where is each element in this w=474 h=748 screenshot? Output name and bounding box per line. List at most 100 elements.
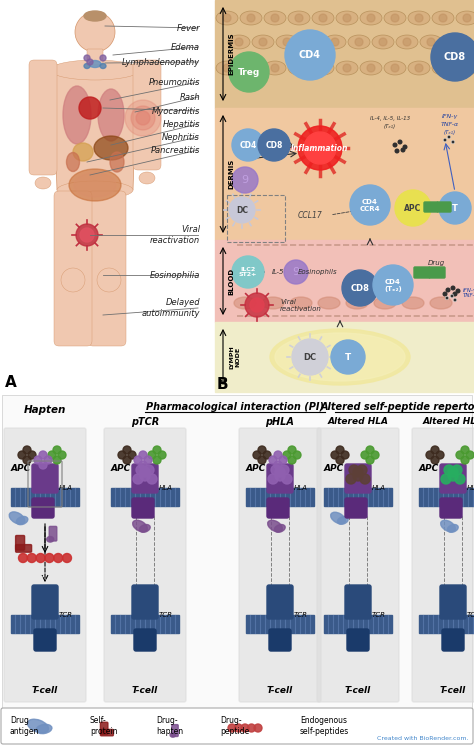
Circle shape xyxy=(336,456,344,464)
FancyBboxPatch shape xyxy=(111,615,179,633)
Ellipse shape xyxy=(98,89,124,141)
FancyBboxPatch shape xyxy=(419,488,474,506)
Circle shape xyxy=(232,256,264,288)
Circle shape xyxy=(279,456,287,464)
Circle shape xyxy=(436,451,444,459)
Circle shape xyxy=(140,471,150,481)
Ellipse shape xyxy=(270,329,410,385)
FancyBboxPatch shape xyxy=(267,498,289,518)
Circle shape xyxy=(39,451,47,459)
Circle shape xyxy=(147,474,157,484)
Text: pHLA: pHLA xyxy=(265,417,294,427)
Circle shape xyxy=(271,14,279,22)
Circle shape xyxy=(439,192,471,224)
Circle shape xyxy=(319,14,327,22)
Text: TCR: TCR xyxy=(159,612,173,618)
Ellipse shape xyxy=(318,297,340,309)
Circle shape xyxy=(446,288,450,292)
Ellipse shape xyxy=(402,297,424,309)
FancyBboxPatch shape xyxy=(32,498,54,518)
Ellipse shape xyxy=(288,61,310,75)
Ellipse shape xyxy=(27,720,48,733)
Text: HLA: HLA xyxy=(159,485,173,491)
Ellipse shape xyxy=(274,524,285,533)
Ellipse shape xyxy=(384,61,406,75)
Text: CD4: CD4 xyxy=(239,141,256,150)
Ellipse shape xyxy=(456,11,474,25)
Ellipse shape xyxy=(360,11,382,25)
Text: T: T xyxy=(452,203,458,212)
Ellipse shape xyxy=(372,35,394,49)
Text: Pharmacological interaction (PI): Pharmacological interaction (PI) xyxy=(146,402,324,412)
FancyBboxPatch shape xyxy=(442,629,464,651)
Circle shape xyxy=(395,190,431,226)
Text: B: B xyxy=(217,377,228,392)
FancyBboxPatch shape xyxy=(246,615,314,633)
Ellipse shape xyxy=(240,61,262,75)
Text: A: A xyxy=(5,375,17,390)
Circle shape xyxy=(367,64,375,72)
Ellipse shape xyxy=(408,61,430,75)
Circle shape xyxy=(23,446,31,454)
Circle shape xyxy=(275,471,285,481)
Ellipse shape xyxy=(139,524,150,533)
Text: APC: APC xyxy=(324,464,344,473)
FancyBboxPatch shape xyxy=(215,108,474,240)
Circle shape xyxy=(431,33,474,81)
Circle shape xyxy=(54,554,63,562)
FancyBboxPatch shape xyxy=(419,615,474,633)
Circle shape xyxy=(403,145,407,149)
FancyBboxPatch shape xyxy=(88,191,126,346)
Ellipse shape xyxy=(331,512,346,524)
Text: HLA: HLA xyxy=(372,485,386,491)
Circle shape xyxy=(275,467,285,477)
Ellipse shape xyxy=(300,35,322,49)
Circle shape xyxy=(279,465,289,475)
Circle shape xyxy=(307,38,315,46)
Text: T: T xyxy=(345,352,351,361)
Circle shape xyxy=(247,724,255,732)
Circle shape xyxy=(453,292,457,295)
Text: TCR: TCR xyxy=(59,612,73,618)
Text: Hepatitis: Hepatitis xyxy=(163,120,200,129)
FancyBboxPatch shape xyxy=(11,615,79,633)
Ellipse shape xyxy=(346,297,368,309)
FancyBboxPatch shape xyxy=(134,629,156,651)
Circle shape xyxy=(228,724,236,732)
Text: T-cell: T-cell xyxy=(267,686,293,695)
Text: CD4: CD4 xyxy=(299,50,321,60)
Circle shape xyxy=(250,298,264,312)
Circle shape xyxy=(403,38,411,46)
Ellipse shape xyxy=(408,11,430,25)
Ellipse shape xyxy=(63,86,91,144)
Text: Rash: Rash xyxy=(179,93,200,102)
Text: IL-4, IL-5, IL-13: IL-4, IL-5, IL-13 xyxy=(370,116,410,121)
Text: Drug-
hapten: Drug- hapten xyxy=(156,717,183,736)
Text: TCR: TCR xyxy=(467,612,474,618)
Ellipse shape xyxy=(9,512,25,524)
Ellipse shape xyxy=(268,520,283,532)
Ellipse shape xyxy=(17,516,28,524)
Text: Drug-
peptide: Drug- peptide xyxy=(220,717,249,736)
Circle shape xyxy=(97,268,121,292)
Circle shape xyxy=(463,64,471,72)
Ellipse shape xyxy=(337,517,348,524)
Circle shape xyxy=(140,467,150,477)
Text: TNF-α: TNF-α xyxy=(441,122,459,127)
Circle shape xyxy=(133,474,143,484)
FancyBboxPatch shape xyxy=(2,395,472,740)
Text: HLA: HLA xyxy=(294,485,308,491)
Text: Lymphadenopathy: Lymphadenopathy xyxy=(122,58,200,67)
Circle shape xyxy=(134,456,142,464)
Circle shape xyxy=(36,554,45,562)
Text: IFN-γ
TNF-α: IFN-γ TNF-α xyxy=(463,287,474,298)
Text: Viral
reactivation: Viral reactivation xyxy=(280,298,322,311)
Text: ILC2
ST2+: ILC2 ST2+ xyxy=(239,266,257,278)
Circle shape xyxy=(144,456,152,464)
Text: CD8: CD8 xyxy=(265,141,283,150)
FancyBboxPatch shape xyxy=(440,585,466,619)
Ellipse shape xyxy=(264,11,286,25)
Text: Altered HLA: Altered HLA xyxy=(422,417,474,426)
FancyBboxPatch shape xyxy=(324,615,392,633)
Text: CD4
(Tₑ₂): CD4 (Tₑ₂) xyxy=(384,278,402,292)
